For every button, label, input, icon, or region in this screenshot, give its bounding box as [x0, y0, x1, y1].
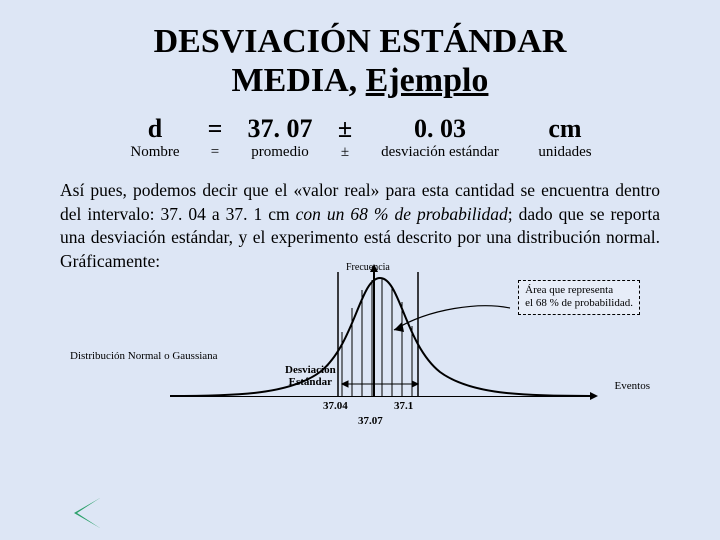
back-button[interactable] — [74, 498, 100, 528]
title-line2b: Ejemplo — [366, 62, 489, 99]
lbl-mean: promedio — [230, 144, 330, 161]
x-axis-label: Eventos — [615, 380, 650, 392]
lbl-sd: desviación estándar — [360, 144, 520, 161]
eq-eq: = — [200, 114, 230, 144]
eq-pm: ± — [330, 114, 360, 144]
title-line1: DESVIACIÓN ESTÁNDAR — [154, 23, 567, 60]
equation-block: d = 37. 07 ± 0. 03 cm Nombre = promedio … — [0, 114, 720, 161]
lbl-unit: unidades — [520, 144, 610, 161]
eq-sd: 0. 03 — [360, 114, 520, 144]
xtick-center: 37.07 — [358, 415, 383, 427]
equation-values: d = 37. 07 ± 0. 03 cm — [0, 114, 720, 144]
lbl-eq: = — [200, 144, 230, 161]
eq-unit: cm — [520, 114, 610, 144]
eq-mean: 37. 07 — [230, 114, 330, 144]
equation-labels: Nombre = promedio ± desviación estándar … — [0, 144, 720, 161]
gaussian-curve — [170, 272, 590, 397]
bell-curve-chart: Frecuencia Área que representa el 68 % d… — [70, 252, 650, 432]
eq-name: d — [110, 114, 200, 144]
xtick-right: 37.1 — [394, 400, 413, 412]
lbl-pm: ± — [330, 144, 360, 161]
xtick-left: 37.04 — [323, 400, 348, 412]
lbl-name: Nombre — [110, 144, 200, 161]
para-2-italic: con un 68 % de probabilidad — [296, 204, 508, 224]
slide-title: DESVIACIÓN ESTÁNDAR MEDIA, Ejemplo — [0, 0, 720, 100]
title-line2a: MEDIA, — [232, 62, 366, 99]
